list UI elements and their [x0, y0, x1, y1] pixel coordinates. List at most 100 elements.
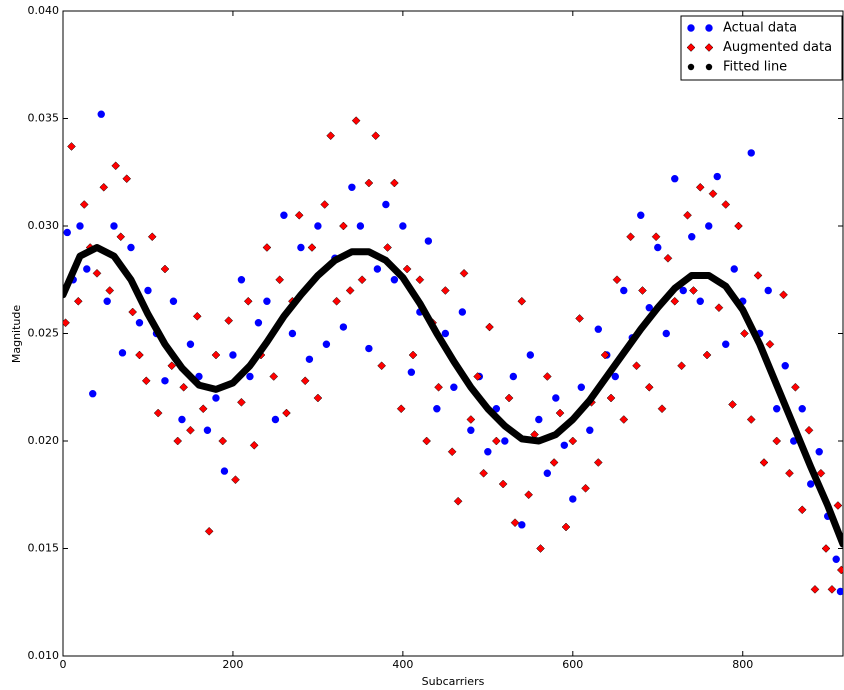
circle-marker [509, 372, 518, 381]
diamond-marker [326, 131, 336, 141]
circle-marker [288, 329, 297, 338]
diamond-marker [740, 329, 749, 338]
diamond-marker [568, 436, 578, 446]
diamond-marker [269, 372, 279, 381]
circle-marker [594, 325, 602, 333]
diamond-marker [644, 382, 654, 392]
diamond-marker [695, 182, 705, 192]
circle-marker [526, 351, 535, 359]
x-tick-label: 400 [392, 658, 413, 671]
diamond-marker [141, 376, 151, 386]
diamond-marker [670, 296, 680, 306]
diamond-marker [275, 275, 285, 285]
diamond-marker [447, 447, 457, 457]
circle-marker [203, 426, 212, 434]
diamond-marker [827, 584, 837, 594]
circle-marker [373, 265, 382, 273]
y-axis-label: Magnitude [10, 305, 23, 364]
circle-marker [781, 362, 789, 370]
diamond-marker [440, 286, 450, 295]
circle-marker [365, 344, 373, 353]
circle-marker [836, 587, 843, 596]
x-axis-label: Subcarriers [422, 675, 485, 688]
diamond-marker [524, 490, 533, 500]
diamond-marker [396, 404, 406, 414]
diamond-marker [128, 307, 138, 317]
diamond-marker [377, 361, 386, 371]
circle-marker [637, 211, 645, 219]
diamond-marker [111, 161, 121, 171]
circle-marker [705, 24, 713, 32]
diamond-marker [542, 372, 552, 381]
circle-marker [458, 308, 467, 316]
diamond-marker [632, 361, 641, 371]
diamond-marker [179, 382, 189, 392]
diamond-marker [320, 200, 330, 209]
x-tick-label: 600 [562, 658, 583, 671]
circle-marker [611, 372, 619, 381]
diamond-marker [249, 440, 259, 450]
circle-marker [807, 480, 815, 488]
circle-marker [501, 437, 509, 445]
legend-label: Augmented data [723, 40, 832, 55]
diamond-marker [459, 268, 469, 278]
circle-marker [220, 467, 229, 475]
circle-marker [560, 441, 569, 449]
diamond-marker [204, 526, 214, 536]
diamond-marker [294, 210, 304, 220]
circle-marker [127, 243, 135, 252]
circle-marker [484, 448, 492, 456]
legend-label: Actual data [723, 21, 797, 36]
circle-marker [747, 149, 755, 157]
diamond-marker [231, 475, 240, 485]
diamond-marker [415, 275, 425, 285]
circle-marker [577, 383, 586, 391]
diamond-marker [821, 544, 831, 553]
circle-marker [586, 426, 594, 434]
diamond-marker [746, 415, 756, 424]
circle-marker [764, 286, 772, 295]
diamond-marker [313, 393, 323, 403]
x-tick-label: 800 [732, 658, 753, 671]
circle-marker [450, 383, 458, 391]
circle-marker [89, 390, 97, 398]
diamond-marker [810, 584, 820, 594]
diamond-marker [753, 271, 763, 280]
circle-marker [382, 200, 390, 209]
diamond-marker [485, 322, 494, 332]
circle-marker [543, 469, 552, 477]
diamond-marker [686, 43, 696, 52]
diamond-marker [714, 303, 724, 313]
diamond-marker [402, 264, 412, 274]
legend-marker [705, 63, 713, 71]
diamond-marker [638, 286, 647, 295]
diamond-marker [153, 408, 163, 418]
diamond-marker [663, 253, 673, 263]
diamond-marker [218, 436, 228, 446]
circle-marker [645, 304, 653, 312]
circle-marker [798, 405, 806, 413]
diamond-marker [536, 544, 545, 553]
circle-marker [212, 394, 220, 402]
circle-marker [161, 377, 169, 385]
circle-marker [552, 394, 560, 402]
diamond-marker [510, 518, 520, 528]
diamond-marker [92, 268, 102, 278]
circle-marker [135, 319, 144, 327]
diamond-marker [135, 350, 144, 360]
legend-marker [687, 63, 695, 71]
diamond-marker [371, 131, 381, 141]
circle-marker [407, 368, 416, 376]
diamond-marker [759, 458, 769, 467]
diamond-marker [561, 522, 571, 532]
circle-marker [688, 233, 696, 241]
diamond-marker [836, 565, 843, 575]
diamond-marker [479, 468, 488, 478]
diamond-marker [797, 505, 807, 515]
diamond-marker [67, 142, 76, 151]
circle-marker [390, 276, 399, 284]
diamond-marker [339, 221, 348, 231]
diamond-marker [364, 178, 374, 188]
diamond-marker [593, 458, 603, 467]
